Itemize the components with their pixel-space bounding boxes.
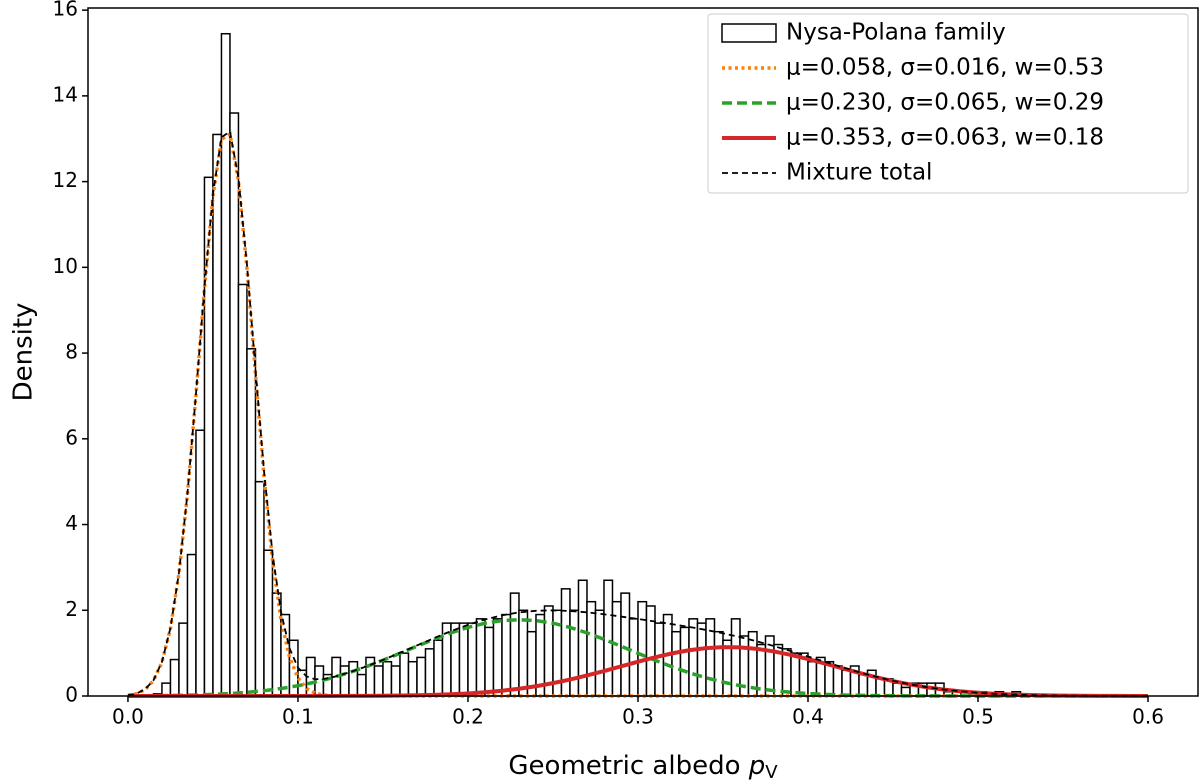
histogram-bar bbox=[263, 549, 274, 697]
x-tick-label: 0.6 bbox=[1132, 705, 1164, 729]
curve bbox=[127, 129, 1149, 697]
histogram-bar bbox=[382, 660, 393, 697]
histogram-bar bbox=[416, 656, 427, 697]
histogram-bar bbox=[212, 133, 223, 697]
x-axis-label-var: p bbox=[748, 751, 766, 781]
legend-swatch bbox=[721, 23, 777, 43]
legend-label: Mixture total bbox=[786, 160, 932, 186]
y-tick-label: 14 bbox=[53, 82, 78, 106]
histogram-bar bbox=[178, 622, 189, 697]
histogram-bar bbox=[875, 678, 886, 697]
histogram-bar bbox=[671, 630, 682, 697]
histogram-bar bbox=[475, 618, 486, 697]
histogram-bar bbox=[458, 622, 469, 697]
histogram-bar bbox=[407, 660, 418, 697]
y-tick-label: 16 bbox=[53, 0, 78, 21]
histogram-bar bbox=[628, 618, 639, 697]
histogram-bar bbox=[713, 630, 724, 697]
y-tick-label: 0 bbox=[65, 683, 78, 707]
legend-label: Nysa-Polana family bbox=[786, 20, 1006, 46]
histogram-bar bbox=[688, 618, 699, 697]
x-tick-label: 0.3 bbox=[622, 705, 654, 729]
histogram-bar bbox=[348, 660, 359, 697]
histogram-bar bbox=[271, 592, 282, 697]
y-axis-label: Density bbox=[9, 303, 39, 402]
x-axis-label-sub: V bbox=[765, 762, 778, 783]
histogram-bar bbox=[594, 609, 605, 697]
histogram-bar bbox=[229, 112, 240, 697]
histogram-bar bbox=[203, 176, 214, 697]
histogram-bar bbox=[501, 613, 512, 697]
histogram-bar bbox=[254, 480, 265, 697]
histogram-bar bbox=[645, 605, 656, 697]
histogram-bar bbox=[373, 665, 384, 697]
histogram-bar bbox=[356, 673, 367, 697]
x-axis-label-text: Geometric albedo bbox=[508, 751, 740, 781]
histogram-bar bbox=[492, 618, 503, 697]
histogram-bar bbox=[790, 652, 801, 697]
histogram-bar bbox=[237, 283, 248, 697]
histogram-bar bbox=[807, 660, 818, 697]
x-tick-label: 0.0 bbox=[112, 705, 144, 729]
histogram-bar bbox=[339, 665, 350, 697]
histogram-bar bbox=[169, 658, 180, 697]
y-tick-label: 12 bbox=[53, 168, 78, 192]
histogram-bar bbox=[390, 665, 401, 697]
x-tick-label: 0.4 bbox=[792, 705, 824, 729]
x-axis-label: Geometric albedo pV bbox=[508, 751, 778, 784]
x-tick-label: 0.2 bbox=[452, 705, 484, 729]
histogram-bar bbox=[637, 600, 648, 697]
histogram-bar bbox=[399, 652, 410, 697]
histogram-bar bbox=[841, 669, 852, 697]
histogram-bar bbox=[509, 592, 520, 697]
y-tick-label: 4 bbox=[65, 511, 78, 535]
histogram-bar bbox=[186, 553, 197, 697]
histogram-bar bbox=[832, 665, 843, 697]
y-tick-label: 6 bbox=[65, 425, 78, 449]
plot-frame bbox=[87, 7, 1199, 697]
histogram-bar bbox=[424, 648, 435, 697]
legend-label: μ=0.353, σ=0.063, w=0.18 bbox=[786, 125, 1104, 151]
x-tick-label: 0.1 bbox=[282, 705, 314, 729]
histogram-bar bbox=[620, 592, 631, 697]
legend-label: μ=0.230, σ=0.065, w=0.29 bbox=[786, 90, 1104, 116]
histogram-bar bbox=[246, 348, 257, 697]
legend-label: μ=0.058, σ=0.016, w=0.53 bbox=[786, 55, 1104, 81]
legend-box bbox=[707, 13, 1189, 194]
histogram-bar bbox=[433, 639, 444, 697]
histogram-bar bbox=[569, 609, 580, 697]
histogram-bar bbox=[679, 626, 690, 697]
histogram-bar bbox=[586, 600, 597, 697]
y-tick-label: 8 bbox=[65, 340, 78, 364]
histogram-bar bbox=[603, 579, 614, 697]
y-tick-label: 2 bbox=[65, 597, 78, 621]
y-tick-label: 10 bbox=[53, 254, 78, 278]
histogram-bar bbox=[696, 622, 707, 697]
histogram-bar bbox=[518, 609, 529, 697]
histogram-bar bbox=[484, 626, 495, 697]
histogram-bar bbox=[195, 429, 206, 697]
x-tick-label: 0.5 bbox=[962, 705, 994, 729]
histogram-bar bbox=[467, 622, 478, 697]
histogram-bar bbox=[858, 673, 869, 697]
